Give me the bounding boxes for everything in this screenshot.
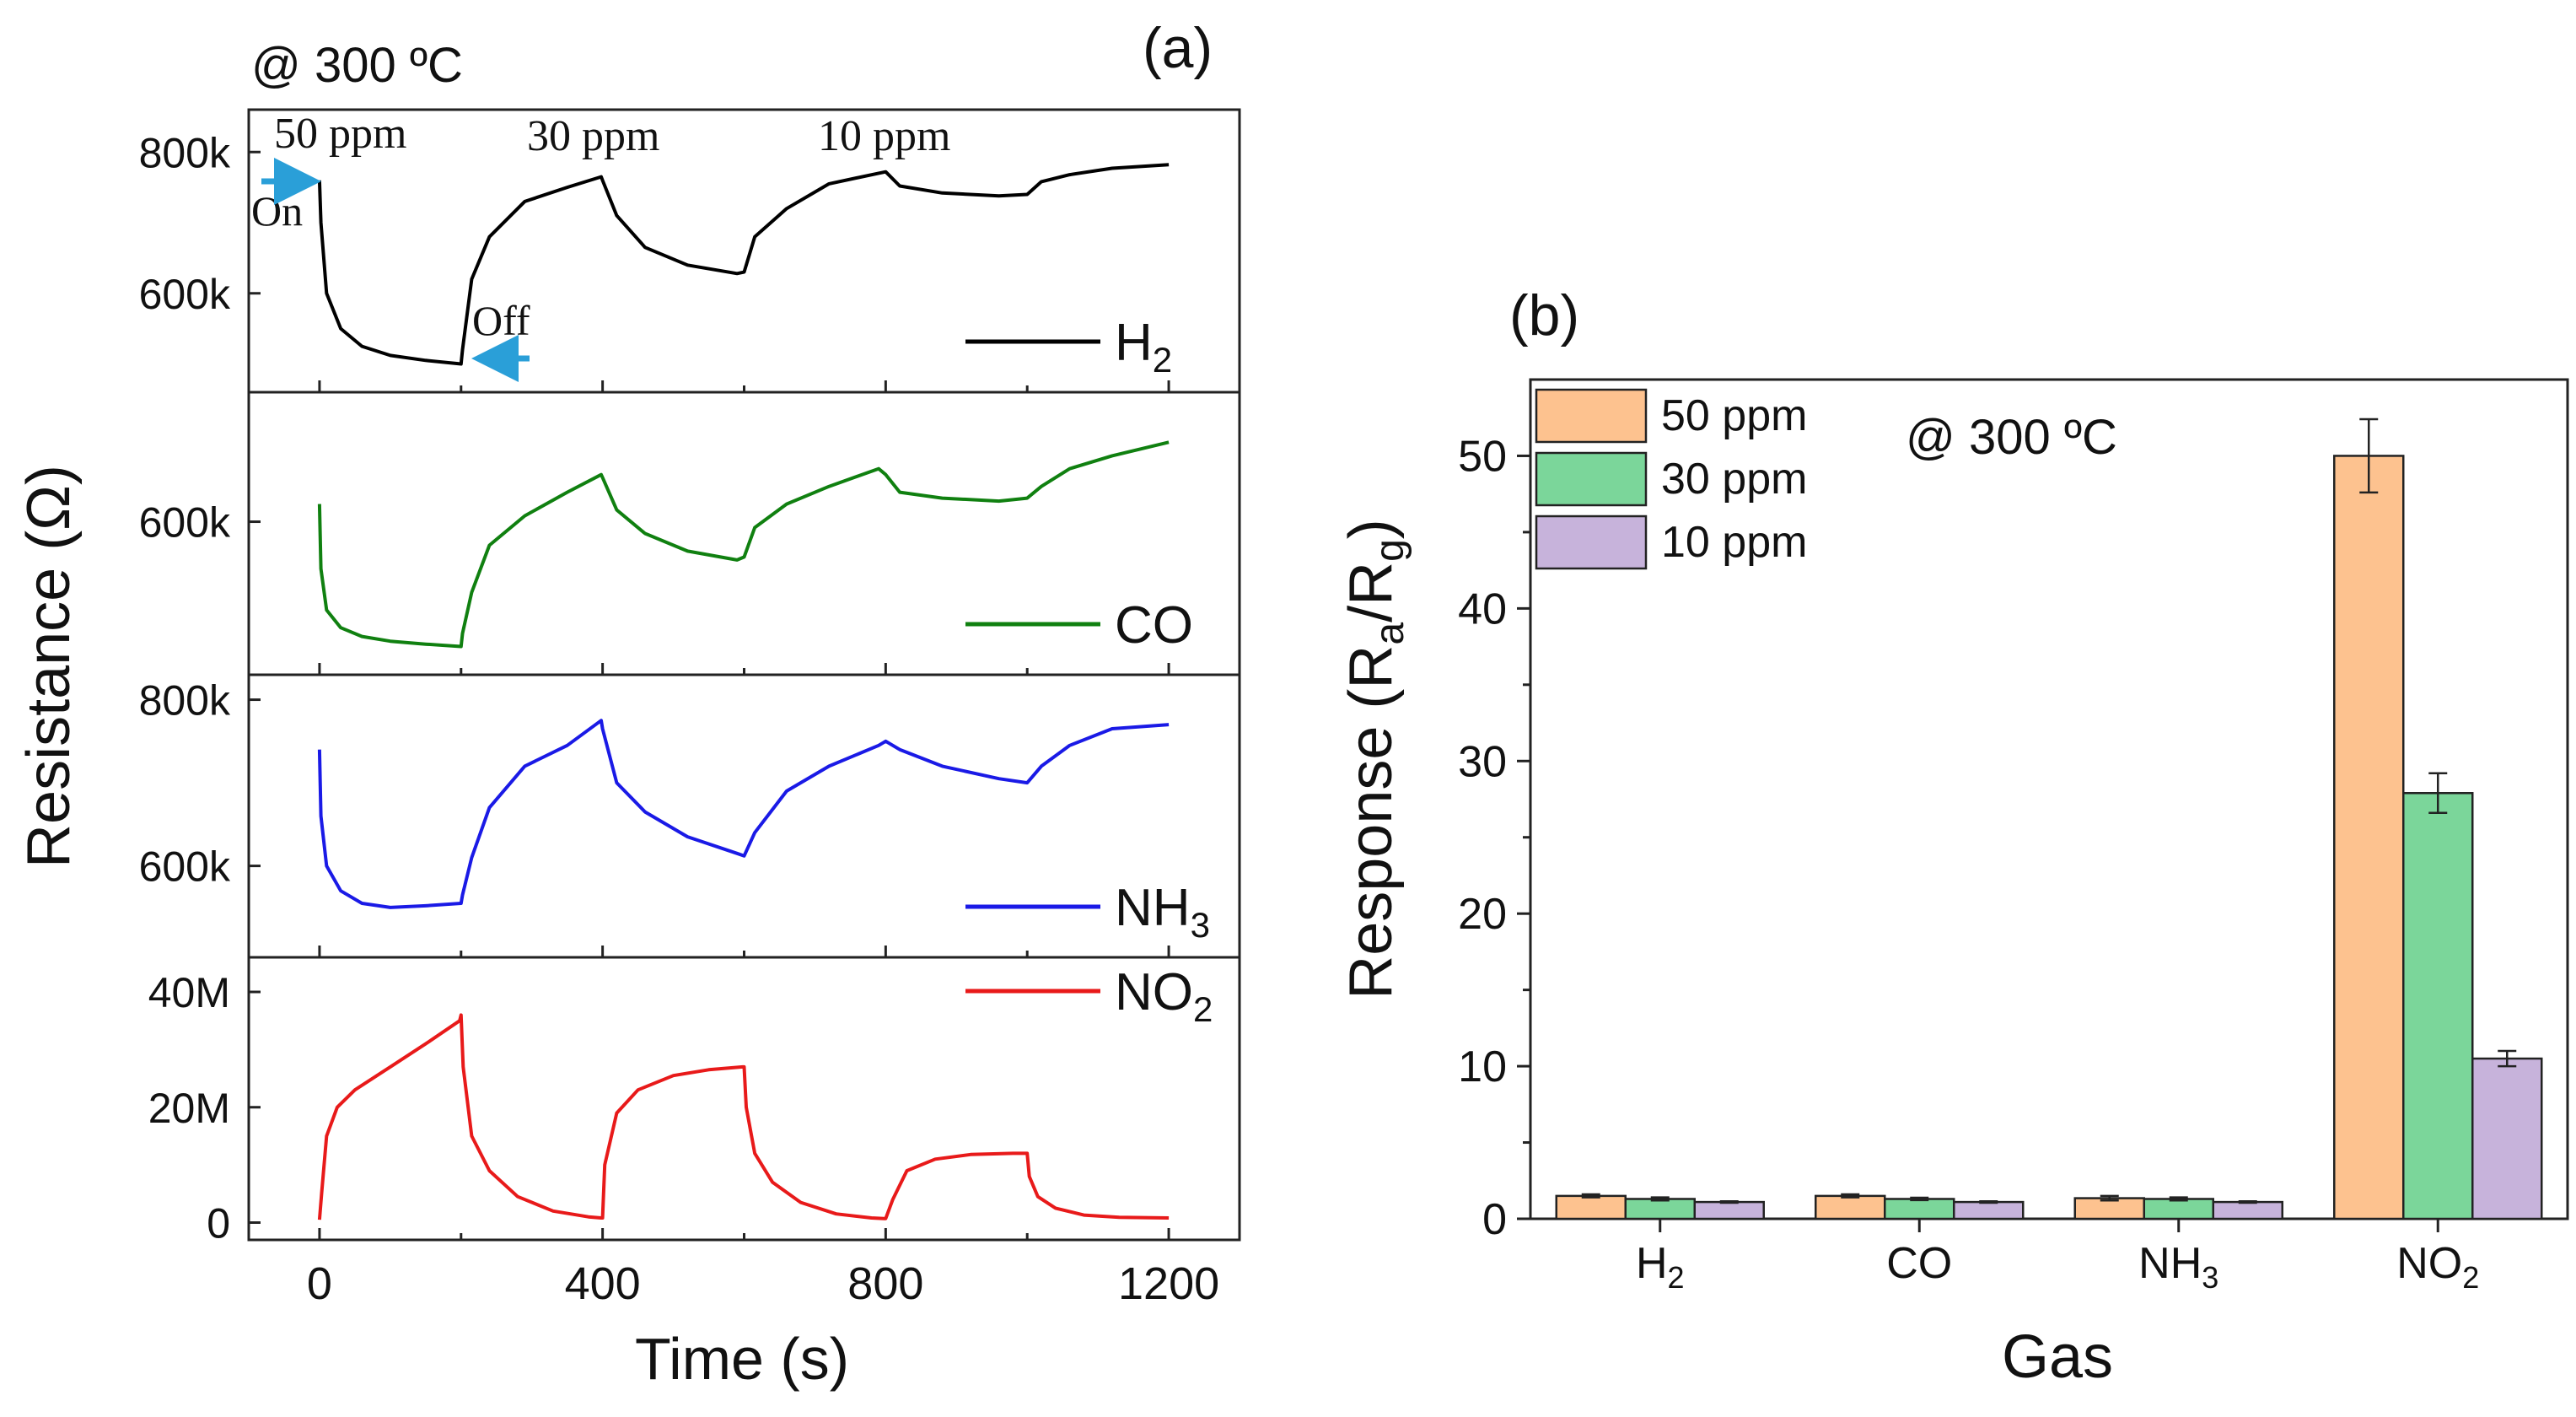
legend-swatch-50ppm <box>1535 388 1648 444</box>
annotation-50ppm: 50 ppm <box>274 110 406 158</box>
panel-a: @ 300 ºC (a) Resistance (Ω) Time (s) 600… <box>15 16 1241 1392</box>
bar-chart-frame <box>1529 378 2569 1220</box>
panel-b-condition: @ 300 ºC <box>1906 410 2117 465</box>
panel-b: (b) @ 300 ºC Gas Response (Ra/Rg) 0 10 20 3… <box>1337 283 2569 1391</box>
bar-y-tick-label: 30 <box>1458 737 1507 786</box>
bar-x-tick-label: NO2 <box>2396 1239 2479 1295</box>
y-tick-label-h2: 800k <box>139 129 231 176</box>
subplot-no2: 0 20M 40M NO2 0 400 800 1200 <box>148 956 1241 1309</box>
subplot-frame-co <box>247 391 1241 676</box>
legend-swatch-10ppm <box>1535 515 1648 570</box>
panel-b-ylabel: Response (Ra/Rg) <box>1337 519 1412 999</box>
bar-30ppm-H2 <box>1624 1198 1696 1220</box>
bar-50ppm-CO <box>1815 1194 1886 1220</box>
y-tick-label-nh3: 600k <box>139 843 231 891</box>
bar-30ppm-NO2 <box>2402 792 2474 1220</box>
panel-b-xlabel: Gas <box>2002 1323 2113 1391</box>
legend-label-50ppm: 50 ppm <box>1661 391 1807 440</box>
panel-a-ylabel: Resistance (Ω) <box>15 465 83 868</box>
legend-label-co: CO <box>1115 596 1193 655</box>
legend-swatch-30ppm <box>1535 451 1648 507</box>
panel-a-label: (a) <box>1143 16 1213 80</box>
bar-50ppm-NO2 <box>2333 455 2405 1220</box>
annotation-30ppm: 30 ppm <box>527 112 659 160</box>
series-line-h2 <box>317 163 1170 366</box>
y-tick-label-no2: 0 <box>207 1199 230 1247</box>
annotation-on: On <box>251 187 303 234</box>
y-tick-label-h2: 600k <box>139 271 231 318</box>
subplot-nh3: 600k 800k NH3 <box>139 673 1241 959</box>
bar-x-tick-label: H2 <box>1636 1239 1685 1295</box>
y-tick-label-no2: 40M <box>148 969 230 1016</box>
legend-label-h2: H2 <box>1115 314 1172 380</box>
subplot-co: 600k CO <box>139 391 1241 676</box>
legend-label-10ppm: 10 ppm <box>1661 518 1807 567</box>
bar-y-tick-label: 40 <box>1458 585 1507 633</box>
bar-y-tick-label: 0 <box>1482 1195 1507 1244</box>
legend-label-no2: NO2 <box>1115 963 1213 1029</box>
panel-a-condition: @ 300 ºC <box>251 38 463 93</box>
bar-y-tick-label: 10 <box>1458 1043 1507 1091</box>
panel-a-xlabel: Time (s) <box>635 1326 849 1392</box>
legend-label-nh3: NH3 <box>1115 879 1210 945</box>
annotation-10ppm: 10 ppm <box>818 112 950 160</box>
series-line-no2 <box>317 1013 1170 1220</box>
panel-b-label: (b) <box>1509 283 1579 348</box>
x-tick-label: 400 <box>565 1258 641 1309</box>
y-tick-label-no2: 20M <box>148 1085 230 1132</box>
bar-10ppm-CO <box>1953 1200 2025 1220</box>
series-line-nh3 <box>317 719 1170 909</box>
subplot-frame-nh3 <box>247 673 1241 959</box>
legend-label-30ppm: 30 ppm <box>1661 455 1807 504</box>
bar-y-tick-label: 50 <box>1458 432 1507 481</box>
bar-30ppm-CO <box>1884 1198 1955 1220</box>
x-tick-label: 800 <box>847 1258 923 1309</box>
series-line-co <box>317 440 1170 649</box>
bar-x-tick-label: NH3 <box>2138 1239 2218 1295</box>
y-tick-label-nh3: 800k <box>139 677 231 725</box>
bar-x-tick-label: CO <box>1886 1239 1952 1288</box>
bar-chart: 0 10 20 30 40 50 H2 CO NH3 NO2 50 ppm 30 ppm 10 ppm <box>1458 378 2569 1295</box>
y-tick-label-co: 600k <box>139 499 231 547</box>
bar-10ppm-NH3 <box>2212 1200 2283 1220</box>
x-tick-label: 1200 <box>1118 1258 1219 1309</box>
bar-10ppm-H2 <box>1693 1200 1765 1220</box>
x-tick-label: 0 <box>307 1258 332 1309</box>
annotation-off: Off <box>472 297 530 344</box>
bar-50ppm-H2 <box>1555 1194 1627 1220</box>
bar-y-tick-label: 20 <box>1458 890 1507 939</box>
bar-30ppm-NH3 <box>2143 1198 2214 1220</box>
bar-10ppm-NO2 <box>2471 1057 2543 1220</box>
